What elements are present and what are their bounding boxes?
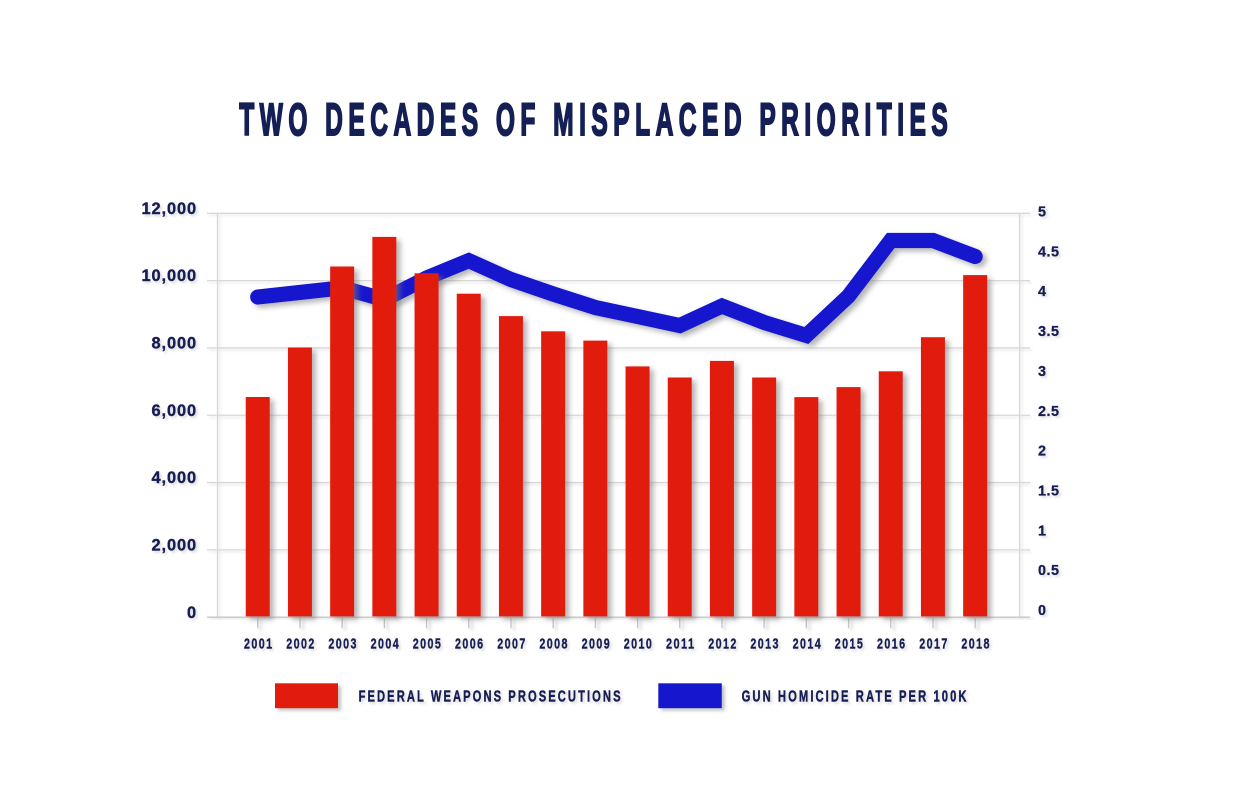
svg-text:3.5: 3.5 [1038, 324, 1060, 340]
svg-text:4: 4 [1038, 284, 1047, 300]
svg-text:GUN HOMICIDE RATE PER 100K: GUN HOMICIDE RATE PER 100K [742, 688, 969, 706]
svg-text:FEDERAL WEAPONS PROSECUTIONS: FEDERAL WEAPONS PROSECUTIONS [359, 688, 623, 706]
svg-text:2013: 2013 [750, 635, 780, 652]
svg-text:2015: 2015 [835, 635, 865, 652]
svg-text:4.5: 4.5 [1038, 244, 1060, 260]
svg-text:2011: 2011 [666, 635, 696, 652]
svg-text:3: 3 [1038, 364, 1047, 380]
svg-text:2,000: 2,000 [151, 536, 197, 554]
svg-text:2004: 2004 [371, 635, 401, 652]
svg-text:2010: 2010 [624, 635, 654, 652]
svg-text:12,000: 12,000 [141, 200, 197, 218]
svg-text:0: 0 [1038, 603, 1047, 619]
svg-text:2005: 2005 [413, 635, 443, 652]
svg-text:2008: 2008 [539, 635, 569, 652]
svg-text:2001: 2001 [244, 635, 274, 652]
svg-text:TWO DECADES OF MISPLACED PRIOR: TWO DECADES OF MISPLACED PRIORITIES [239, 94, 953, 145]
svg-text:5: 5 [1038, 205, 1047, 221]
svg-text:1.5: 1.5 [1038, 484, 1060, 500]
svg-text:2017: 2017 [919, 635, 949, 652]
svg-text:2014: 2014 [793, 635, 823, 652]
svg-text:0.5: 0.5 [1038, 563, 1060, 579]
svg-text:8,000: 8,000 [151, 335, 197, 353]
svg-text:2006: 2006 [455, 635, 485, 652]
svg-text:0: 0 [187, 604, 197, 622]
svg-text:1: 1 [1038, 523, 1047, 539]
svg-text:2007: 2007 [497, 635, 527, 652]
svg-text:6,000: 6,000 [151, 402, 197, 420]
svg-text:2009: 2009 [582, 635, 612, 652]
svg-text:2016: 2016 [877, 635, 907, 652]
svg-text:2.5: 2.5 [1038, 404, 1060, 420]
svg-text:2012: 2012 [708, 635, 738, 652]
svg-text:10,000: 10,000 [141, 267, 197, 285]
svg-text:4,000: 4,000 [151, 469, 197, 487]
svg-text:2003: 2003 [328, 635, 358, 652]
svg-text:2002: 2002 [286, 635, 316, 652]
svg-text:2: 2 [1038, 444, 1047, 460]
svg-text:2018: 2018 [961, 635, 991, 652]
